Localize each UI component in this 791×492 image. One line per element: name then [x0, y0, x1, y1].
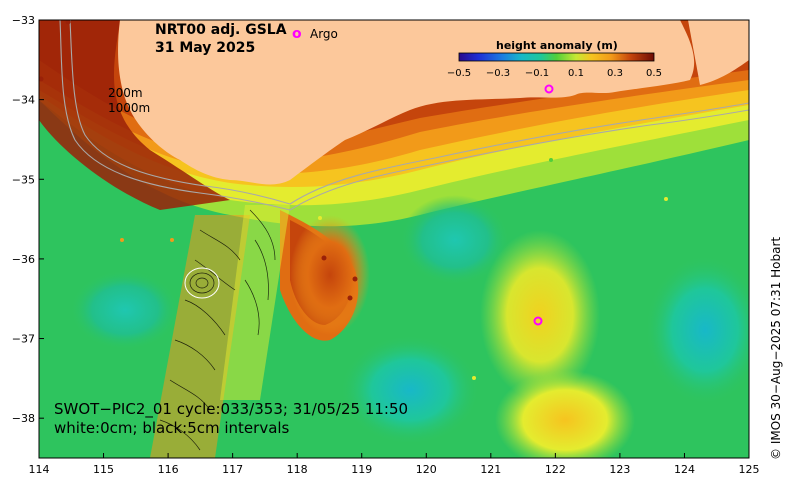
argo-float-marker [544, 84, 554, 94]
plot-frame [38, 19, 750, 459]
argo-float-marker [533, 316, 543, 326]
colorbar: height anomaly (m) −0.5 −0.3 −0.1 0.1 0.3 0.5 [447, 39, 662, 79]
land-east [688, 20, 749, 85]
x-tick-label: 121 [480, 463, 501, 476]
swot-label-line1: SWOT−PIC2_01 cycle:033/353; 31/05/25 11:… [54, 400, 408, 419]
y-tick-label: −35 [12, 173, 35, 186]
y-tick-label: −37 [12, 333, 35, 346]
x-tick-label: 118 [287, 463, 308, 476]
colorbar-tick-label: 0.3 [607, 68, 623, 79]
colorbar-tick-label: −0.1 [525, 68, 549, 79]
y-tick-label: −38 [12, 412, 35, 425]
y-tick-label: −33 [12, 14, 35, 27]
x-tick-label: 123 [609, 463, 630, 476]
x-tick-label: 115 [93, 463, 114, 476]
x-tick-label: 124 [674, 463, 695, 476]
colorbar-tick-label: 0.1 [568, 68, 584, 79]
imos-credit: © IMOS 30−Aug−2025 07:31 Hobart [769, 237, 783, 460]
y-tick-label: −34 [12, 94, 35, 107]
colorbar-tick-label: 0.5 [646, 68, 662, 79]
x-tick-label: 117 [222, 463, 243, 476]
swot-label-line2: white:0cm; black:5cm intervals [54, 419, 290, 437]
x-tick-label: 119 [351, 463, 372, 476]
track-dots [38, 19, 668, 380]
argo-floats [533, 84, 554, 326]
colorbar-tick-label: −0.3 [486, 68, 510, 79]
colorbar-title: height anomaly (m) [496, 39, 618, 52]
argo-legend-symbol: o [292, 26, 302, 42]
x-tick-label: 122 [545, 463, 566, 476]
isobaths [59, 20, 749, 211]
isobath-label-1000m: 1000m [108, 101, 150, 115]
y-axis: −33 −34 −35 −36 −37 −38 [12, 14, 44, 425]
title-line2: 31 May 2025 [155, 40, 255, 56]
argo-legend-label: Argo [310, 27, 338, 41]
x-tick-label: 114 [29, 463, 50, 476]
title-line1: NRT00 adj. GSLA [155, 22, 287, 38]
colorbar-tick-label: −0.5 [447, 68, 471, 79]
x-tick-label: 116 [158, 463, 179, 476]
x-tick-label: 125 [739, 463, 760, 476]
y-tick-label: −36 [12, 253, 35, 266]
x-tick-label: 120 [416, 463, 437, 476]
isobath-label-200m: 200m [108, 86, 143, 100]
x-axis: 114 115 116 117 118 119 120 121 122 123 124 125 [29, 453, 760, 476]
